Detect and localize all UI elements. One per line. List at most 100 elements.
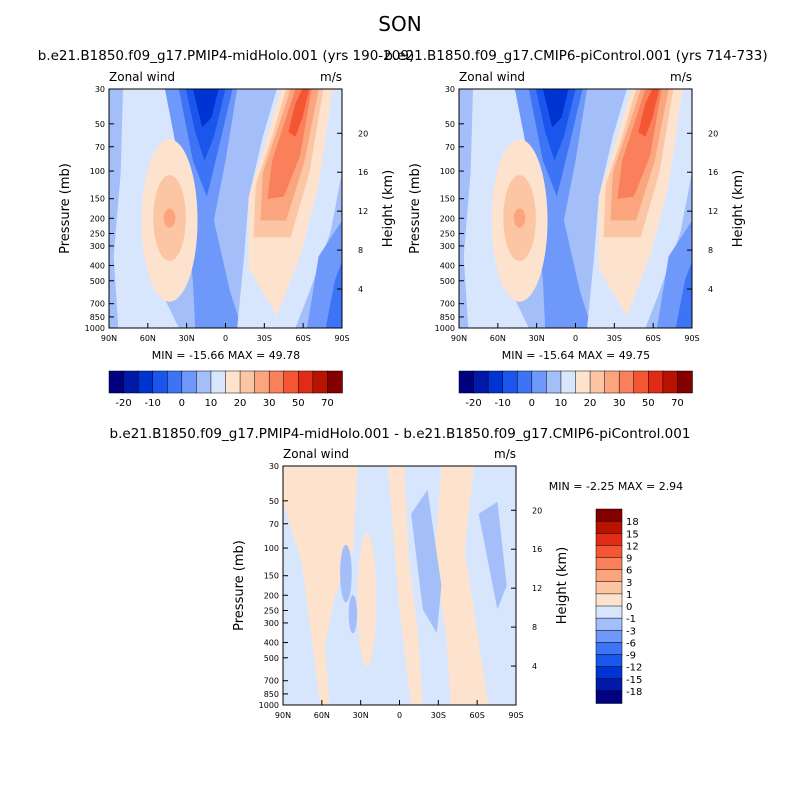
y2-axis-title: Height (km) xyxy=(555,547,570,624)
colorbar-label: -20 xyxy=(465,398,481,409)
colorbar-swatch xyxy=(595,569,623,583)
colorbar: -20 -10 0 10 20 30 50 70 xyxy=(108,370,343,409)
colorbar-swatch xyxy=(123,370,139,394)
units-label: m/s xyxy=(494,447,516,461)
easterly-band xyxy=(542,89,569,128)
y2-tick-label: 12 xyxy=(708,207,718,216)
x-tick-label: 60S xyxy=(470,711,485,720)
y2-tick-label: 20 xyxy=(708,129,718,138)
colorbar-label: 50 xyxy=(292,398,305,409)
axes: 305070100150200250300400500700850100090N… xyxy=(232,462,570,720)
positive-anomaly-band xyxy=(387,466,423,705)
x-tick-label: 30N xyxy=(529,334,545,343)
colorbar-swatch xyxy=(487,370,504,394)
y-tick-label: 200 xyxy=(264,591,279,600)
x-tick-label: 30S xyxy=(431,711,446,720)
colorbar-swatch xyxy=(618,370,635,394)
y-tick-label: 30 xyxy=(269,462,279,471)
colorbar-label: -18 xyxy=(626,687,642,698)
y-tick-label: 250 xyxy=(90,230,105,239)
y-tick-label: 400 xyxy=(440,262,455,271)
colorbar-label: -9 xyxy=(626,651,636,662)
colorbar-swatch xyxy=(167,370,183,394)
easterly-band xyxy=(185,89,226,161)
colorbar-label: 70 xyxy=(321,398,334,409)
variable-label: Zonal wind xyxy=(459,70,525,84)
sh-jet-core xyxy=(288,89,310,137)
colorbar-label: 15 xyxy=(626,529,639,540)
panel-difference: b.e21.B1850.f09_g17.PMIP4-midHolo.001 - … xyxy=(110,426,691,720)
axes: 305070100150200250300400500700850100090N… xyxy=(58,85,396,343)
y-tick-label: 100 xyxy=(264,544,279,553)
x-tick-label: 60N xyxy=(314,711,330,720)
colorbar-swatch xyxy=(595,666,623,680)
y-tick-label: 400 xyxy=(90,262,105,271)
stats-label: MIN = -15.64 MAX = 49.75 xyxy=(502,349,650,362)
y-tick-label: 300 xyxy=(90,242,105,251)
y-tick-label: 700 xyxy=(264,677,279,686)
y-tick-label: 250 xyxy=(440,230,455,239)
colorbar-label: 70 xyxy=(671,398,684,409)
y-tick-label: 50 xyxy=(269,497,279,506)
y2-tick-label: 4 xyxy=(532,662,537,671)
y-tick-label: 300 xyxy=(440,242,455,251)
y-tick-label: 30 xyxy=(445,85,455,94)
page-title: SON xyxy=(378,12,421,36)
y-tick-label: 200 xyxy=(440,214,455,223)
y-tick-label: 100 xyxy=(440,167,455,176)
polar-low-band xyxy=(675,261,692,328)
panel-title: b.e21.B1850.f09_g17.CMIP6-piControl.001 … xyxy=(384,48,767,64)
colorbar-label: -3 xyxy=(626,626,636,637)
y-tick-label: 500 xyxy=(440,277,455,286)
y2-tick-label: 16 xyxy=(358,168,368,177)
y-axis-title: Pressure (mb) xyxy=(408,163,423,254)
colorbar-swatch xyxy=(546,370,562,394)
colorbar-label: 20 xyxy=(234,398,247,409)
panel-midholo: b.e21.B1850.f09_g17.PMIP4-midHolo.001 (y… xyxy=(38,48,414,409)
colorbar-label: -10 xyxy=(495,398,511,409)
colorbar-label: 10 xyxy=(205,398,218,409)
y-axis-title: Pressure (mb) xyxy=(232,540,247,631)
y-tick-label: 70 xyxy=(445,143,455,152)
colorbar-swatch xyxy=(648,370,664,394)
units-label: m/s xyxy=(320,70,342,84)
variable-label: Zonal wind xyxy=(109,70,175,84)
colorbar-swatch xyxy=(595,520,623,534)
colorbar-label: 9 xyxy=(626,554,632,565)
x-tick-label: 60N xyxy=(490,334,506,343)
x-tick-label: 30N xyxy=(179,334,195,343)
axes: 305070100150200250300400500700850100090N… xyxy=(408,85,746,343)
easterly-band xyxy=(535,89,576,161)
colorbar-swatch xyxy=(560,370,577,394)
colorbar-label: 3 xyxy=(626,578,632,589)
y2-tick-label: 16 xyxy=(708,168,718,177)
colorbar-swatch xyxy=(595,581,623,595)
x-tick-label: 60S xyxy=(296,334,311,343)
easterly-band xyxy=(192,89,219,128)
x-tick-label: 90S xyxy=(684,334,699,343)
colorbar-swatch xyxy=(677,370,693,394)
y2-tick-label: 8 xyxy=(532,623,537,632)
y-tick-label: 200 xyxy=(90,214,105,223)
colorbar-swatch xyxy=(589,370,606,394)
negative-anomaly-band xyxy=(478,501,507,610)
y2-tick-label: 12 xyxy=(358,207,368,216)
negative-anomaly-band xyxy=(348,595,358,634)
colorbar-swatch xyxy=(137,370,154,394)
y-axis-title: Pressure (mb) xyxy=(58,163,73,254)
y-tick-label: 500 xyxy=(90,277,105,286)
colorbar-label: 20 xyxy=(584,398,597,409)
nh-jet-core xyxy=(163,208,176,228)
y-tick-label: 70 xyxy=(269,520,279,529)
x-tick-label: 90S xyxy=(334,334,349,343)
colorbar-swatch xyxy=(473,370,489,394)
x-tick-label: 30S xyxy=(257,334,272,343)
y2-tick-label: 8 xyxy=(708,246,713,255)
colorbar-label: -12 xyxy=(626,663,642,674)
x-tick-label: 30S xyxy=(607,334,622,343)
contour-field xyxy=(283,466,516,705)
x-tick-label: 60N xyxy=(140,334,156,343)
colorbar-label: 30 xyxy=(613,398,626,409)
